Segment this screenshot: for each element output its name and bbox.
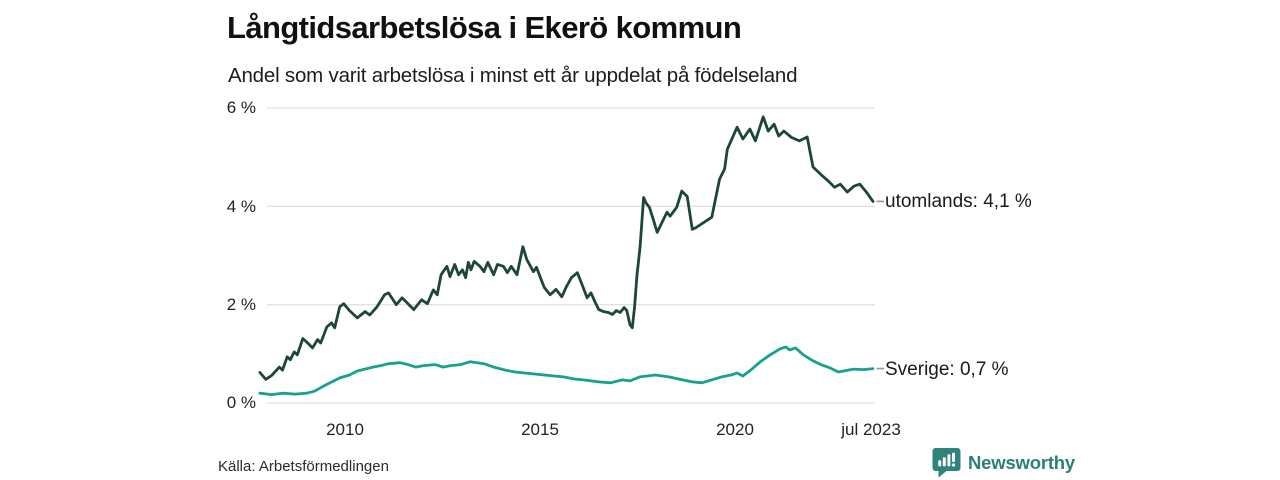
brand-logo: Newsworthy (932, 447, 1075, 478)
sverige-end-label: Sverige: 0,7 % (885, 358, 1009, 380)
chart-title: Långtidsarbetslösa i Ekerö kommun (227, 10, 742, 45)
series-line-sverige (258, 345, 875, 397)
x-tick-jul-2023: jul 2023 (841, 420, 901, 439)
newsworthy-logo-icon (932, 448, 961, 478)
y-tick-0: 0 % (226, 393, 256, 412)
source-note: Källa: Arbetsförmedlingen (218, 458, 389, 475)
series-line-utomlands (258, 115, 875, 381)
x-tick-2020: 2020 (716, 420, 754, 439)
x-tick-2015: 2015 (521, 420, 559, 439)
y-tick-6: 6 % (226, 98, 256, 117)
utomlands-end-label: utomlands: 4,1 % (885, 191, 1032, 213)
chart-subtitle: Andel som varit arbetslösa i minst ett å… (228, 64, 798, 87)
y-tick-2: 2 % (226, 295, 256, 314)
brand-name: Newsworthy (968, 451, 1075, 473)
x-tick-2010: 2010 (326, 420, 364, 439)
y-tick-4: 4 % (226, 197, 256, 216)
